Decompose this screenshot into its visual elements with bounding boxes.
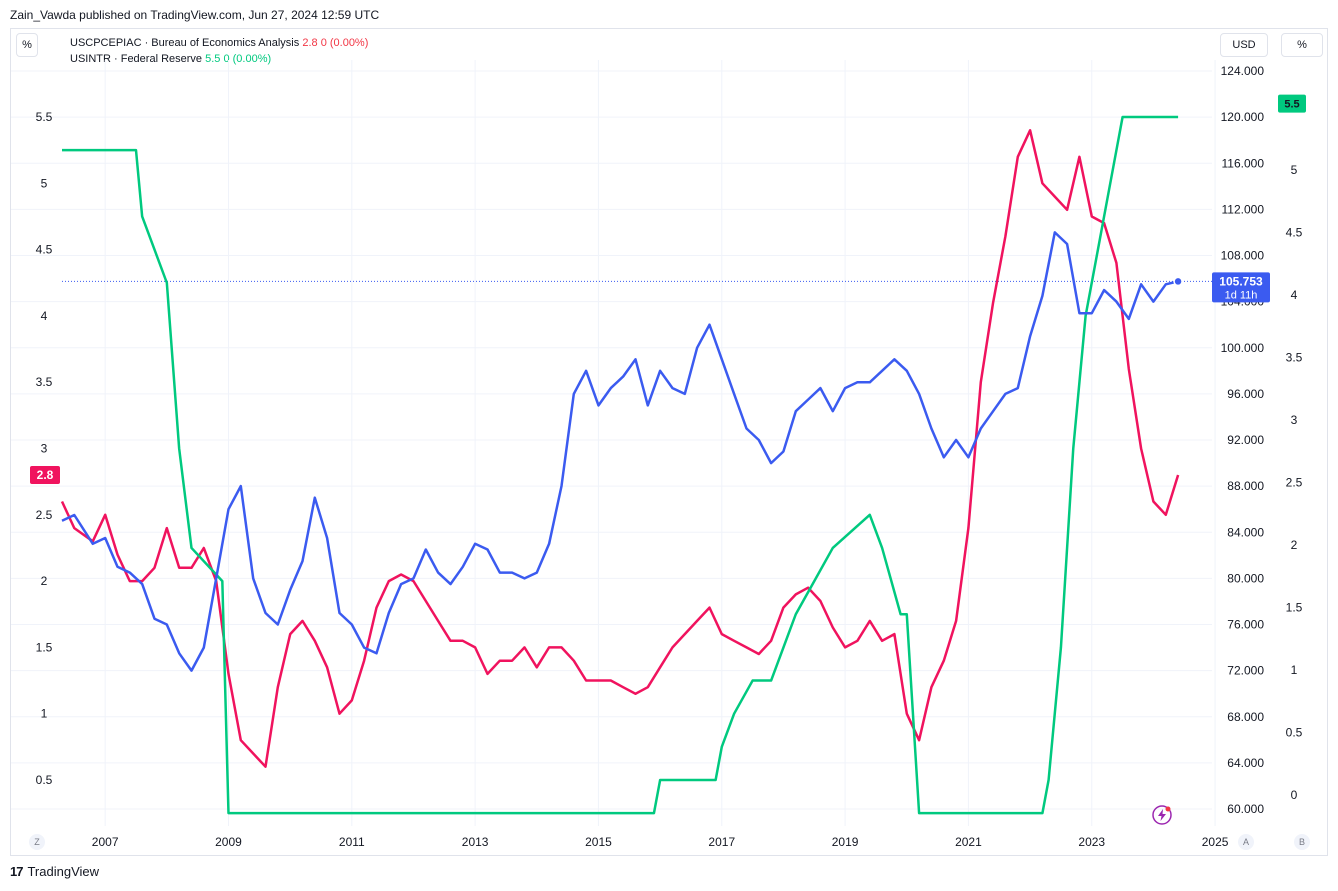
right-axis-pct-tick-label: 3 (1291, 413, 1298, 427)
auto-scale-button[interactable]: A (1238, 834, 1254, 850)
left-axis-tick-label: 0.5 (36, 773, 53, 787)
legend-row-rate[interactable]: USINTR · Federal Reserve 5.5 0 (0.00%) (70, 51, 368, 67)
left-axis-tick-label: 2 (41, 574, 48, 588)
right-axis-usd-tick-label: 100.000 (1221, 341, 1265, 355)
x-axis-tick-label: 2025 (1202, 835, 1229, 849)
chart-legend: USCPCEPIAC · Bureau of Economics Analysi… (70, 35, 368, 67)
x-axis-tick-label: 2017 (708, 835, 735, 849)
right-axis-usd-tick-label: 96.000 (1227, 387, 1264, 401)
left-axis-tick-label: 5 (41, 176, 48, 190)
right-axis-usd-tick-label: 116.000 (1222, 156, 1265, 170)
legend-change: 0 (0.00%) (223, 53, 272, 65)
left-axis-tick-label: 4.5 (36, 243, 53, 257)
publish-info: Zain_Vawda published on TradingView.com,… (10, 8, 380, 22)
series-line-uscpcepiac (60, 129, 1180, 768)
x-axis-tick-label: 2011 (339, 835, 365, 849)
legend-row-pce[interactable]: USCPCEPIAC · Bureau of Economics Analysi… (70, 35, 368, 51)
right-axis-usd-tick-label: 68.000 (1227, 710, 1264, 724)
left-axis-tick-label: 5.5 (36, 110, 53, 124)
chart-frame (10, 28, 1328, 856)
scale-mode-button[interactable]: B (1294, 834, 1310, 850)
right-axis-usd-tick-label: 76.000 (1227, 618, 1264, 632)
right-axis-usd-tick-label: 120.000 (1221, 110, 1265, 124)
right-axis-pct-tick-label: 4.5 (1286, 226, 1303, 240)
rate-badge (1278, 94, 1306, 113)
x-axis-tick-label: 2021 (955, 835, 982, 849)
right-axis-pct-tick-label: 1.5 (1286, 601, 1303, 615)
right-axis-usd-tick-label: 112.000 (1222, 202, 1265, 216)
right-axis-pct-tick-label: 0.5 (1286, 726, 1303, 740)
dxy-last-point (1173, 276, 1183, 287)
right-axis-usd-tick-label: 72.000 (1227, 664, 1264, 678)
right-axis-usd-tick-label: 124.000 (1221, 64, 1265, 78)
zoom-reset-button[interactable]: Z (29, 834, 45, 850)
rate-badge-label: 5.5 (1284, 99, 1299, 111)
legend-symbol: USINTR · Federal Reserve (70, 53, 203, 65)
left-axis-tick-label: 2.5 (36, 508, 53, 522)
tradingview-logo-icon: 17 (10, 864, 24, 879)
right-axis-usd-tick-label: 84.000 (1227, 525, 1264, 539)
series-line-usintr (62, 115, 1179, 815)
x-axis-tick-label: 2023 (1078, 835, 1105, 849)
right-axis-pct-tick-label: 2.5 (1286, 476, 1303, 490)
x-axis-tick-label: 2015 (585, 835, 612, 849)
right-axis-usd-tick-label: 88.000 (1227, 479, 1264, 493)
footer: 17 TradingView (10, 864, 99, 879)
currency-button[interactable]: USD (1220, 33, 1268, 57)
right-axis-pct-tick-label: 5 (1291, 163, 1298, 177)
right-axis-pct-tick-label: 0 (1291, 788, 1298, 802)
price-badge (1212, 272, 1270, 303)
right-axis-pct-tick-label: 2 (1291, 538, 1298, 552)
right-axis-pct-tick-label: 3.5 (1286, 351, 1303, 365)
right-scale-button[interactable]: % (1281, 33, 1323, 57)
pce-badge (30, 466, 60, 485)
right-axis-pct-tick-label: 1 (1291, 663, 1298, 677)
price-badge-countdown: 1d 11h (1225, 289, 1258, 301)
legend-value: 2.8 (302, 37, 318, 49)
right-axis-usd-tick-label: 60.000 (1227, 802, 1264, 816)
footer-brand: TradingView (27, 864, 100, 879)
flash-icon[interactable] (1152, 805, 1172, 825)
right-axis-usd-tick-label: 64.000 (1227, 756, 1264, 770)
x-axis-tick-label: 2019 (832, 835, 859, 849)
x-axis-tick-label: 2009 (215, 835, 242, 849)
right-axis-usd-tick-label: 80.000 (1227, 571, 1264, 585)
left-axis-tick-label: 4 (41, 309, 48, 323)
right-axis-usd-tick-label: 108.000 (1221, 249, 1265, 263)
right-axis-pct-tick-label: 4 (1291, 288, 1298, 302)
price-badge-value: 105.753 (1219, 274, 1263, 288)
pce-badge-label: 2.8 (37, 468, 54, 482)
x-axis-tick-label: 2013 (462, 835, 489, 849)
legend-change: 0 (0.00%) (320, 37, 369, 49)
left-axis-tick-label: 3.5 (36, 375, 53, 389)
legend-value: 5.5 (205, 53, 221, 65)
x-axis-tick-label: 2007 (92, 835, 119, 849)
left-axis-tick-label: 1 (41, 707, 48, 721)
series-line-dxy (61, 231, 1179, 672)
left-axis-tick-label: 3 (41, 442, 48, 456)
left-axis-tick-label: 1.5 (36, 640, 53, 654)
legend-symbol: USCPCEPIAC · Bureau of Economics Analysi… (70, 37, 300, 49)
left-scale-button[interactable]: % (16, 33, 38, 57)
right-axis-usd-tick-label: 92.000 (1227, 433, 1264, 447)
